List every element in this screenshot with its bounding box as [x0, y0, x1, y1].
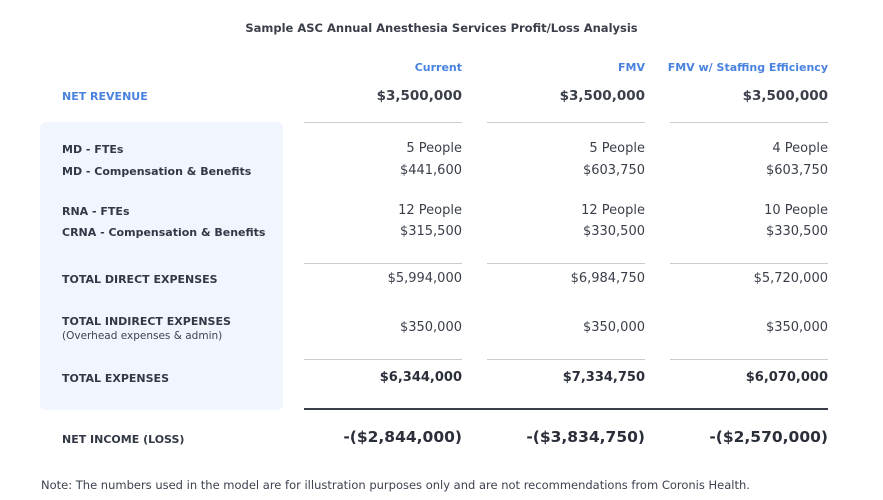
net-revenue-current: $3,500,000: [376, 88, 462, 104]
rna-ftes-fmv-staffing: 10 People: [764, 203, 828, 218]
label-panel: [40, 122, 283, 410]
total-direct-label: TOTAL DIRECT EXPENSES: [62, 273, 218, 286]
total-indirect-fmv-staffing: $350,000: [765, 320, 828, 335]
divider: [670, 122, 828, 123]
md-ftes-fmv: 5 People: [589, 141, 645, 156]
divider: [487, 359, 645, 360]
total-expenses-fmv-staffing: $6,070,000: [745, 370, 828, 385]
column-header-current: Current: [414, 61, 462, 74]
total-indirect-label: TOTAL INDIRECT EXPENSES: [62, 315, 231, 328]
page-title: Sample ASC Annual Anesthesia Services Pr…: [245, 21, 638, 35]
divider: [304, 263, 462, 264]
total-indirect-sublabel: (Overhead expenses & admin): [62, 330, 223, 342]
crna-comp-label: CRNA - Compensation & Benefits: [62, 226, 266, 239]
divider: [670, 263, 828, 264]
net-revenue-fmv-staffing: $3,500,000: [742, 88, 828, 104]
divider: [304, 122, 462, 123]
total-direct-fmv-staffing: $5,720,000: [753, 271, 828, 286]
md-ftes-fmv-staffing: 4 People: [772, 141, 828, 156]
rna-ftes-label: RNA - FTEs: [62, 205, 130, 218]
md-comp-fmv: $603,750: [582, 163, 645, 178]
crna-comp-current: $315,500: [399, 224, 462, 239]
total-rule: [304, 408, 828, 410]
rna-ftes-current: 12 People: [398, 203, 462, 218]
disclaimer-note: Note: The numbers used in the model are …: [41, 478, 750, 492]
md-comp-current: $441,600: [399, 163, 462, 178]
total-direct-fmv: $6,984,750: [570, 271, 645, 286]
net-income-fmv-staffing: -($2,570,000): [709, 428, 828, 446]
net-income-current: -($2,844,000): [343, 428, 462, 446]
rna-ftes-fmv: 12 People: [581, 203, 645, 218]
total-direct-current: $5,994,000: [387, 271, 462, 286]
md-ftes-label: MD - FTEs: [62, 143, 124, 156]
total-expenses-fmv: $7,334,750: [562, 370, 645, 385]
total-expenses-label: TOTAL EXPENSES: [62, 372, 169, 385]
column-header-fmv: FMV: [618, 61, 645, 74]
net-revenue-label: NET REVENUE: [62, 90, 148, 103]
total-expenses-current: $6,344,000: [379, 370, 462, 385]
md-comp-fmv-staffing: $603,750: [765, 163, 828, 178]
crna-comp-fmv-staffing: $330,500: [765, 224, 828, 239]
crna-comp-fmv: $330,500: [582, 224, 645, 239]
net-income-label: NET INCOME (LOSS): [62, 433, 185, 446]
md-ftes-current: 5 People: [406, 141, 462, 156]
divider: [487, 263, 645, 264]
column-header-fmv-staffing: FMV w/ Staffing Efficiency: [667, 61, 828, 74]
md-comp-label: MD - Compensation & Benefits: [62, 165, 252, 178]
net-income-fmv: -($3,834,750): [526, 428, 645, 446]
divider: [487, 122, 645, 123]
divider: [304, 359, 462, 360]
total-indirect-current: $350,000: [399, 320, 462, 335]
net-revenue-fmv: $3,500,000: [559, 88, 645, 104]
total-indirect-fmv: $350,000: [582, 320, 645, 335]
divider: [670, 359, 828, 360]
